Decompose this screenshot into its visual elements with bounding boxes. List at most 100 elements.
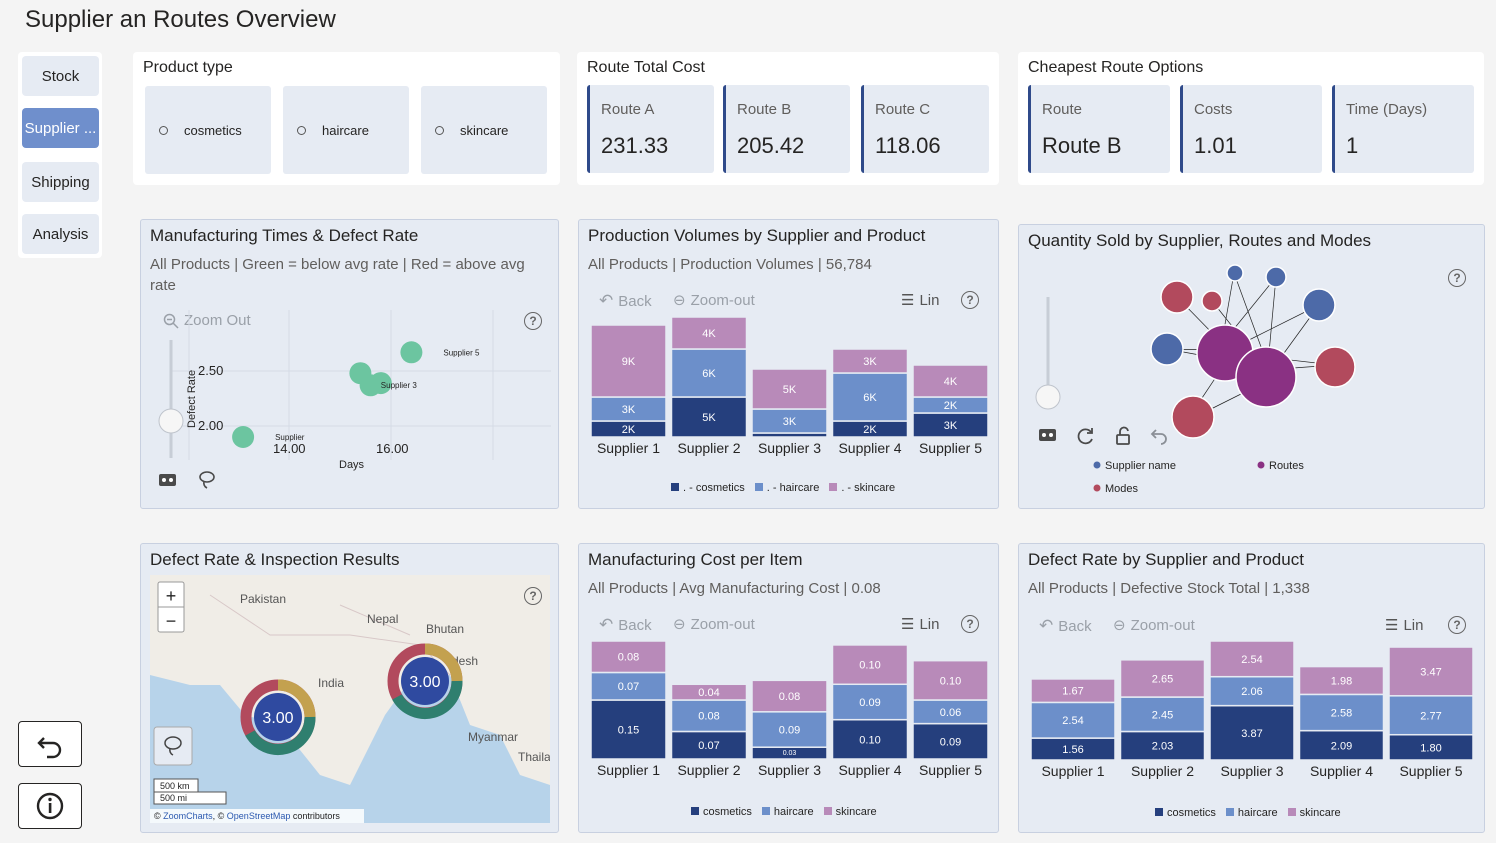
info-button[interactable] — [18, 783, 82, 829]
bar-segment[interactable] — [912, 659, 989, 701]
bar-segment[interactable] — [1119, 659, 1206, 698]
nav-stock[interactable]: Stock — [22, 56, 99, 96]
bar-segment[interactable] — [831, 718, 909, 760]
slider-handle[interactable] — [1035, 384, 1061, 410]
scatter-point[interactable] — [400, 341, 423, 364]
bar-segment[interactable] — [831, 372, 909, 422]
donut-marker[interactable]: 3.00 — [387, 643, 463, 719]
network-node[interactable] — [1201, 290, 1223, 312]
bar-segment[interactable] — [670, 348, 748, 398]
bar-segment[interactable] — [751, 711, 828, 748]
lasso-icon[interactable] — [199, 471, 215, 489]
nav-shipping[interactable]: Shipping — [22, 162, 99, 202]
bar-segment[interactable] — [670, 730, 748, 760]
bar-segment[interactable] — [670, 683, 748, 701]
network-node[interactable] — [1171, 395, 1215, 439]
zoom-out-button[interactable]: ⊖ Zoom-out — [1113, 616, 1195, 635]
help-icon[interactable]: ? — [1448, 269, 1466, 287]
bar-segment[interactable] — [751, 679, 828, 713]
reset-button[interactable] — [18, 721, 82, 767]
bar-segment[interactable] — [1298, 729, 1385, 761]
unlock-icon[interactable] — [1116, 426, 1130, 445]
lin-toggle[interactable]: ☰ Lin — [901, 291, 939, 310]
bar-segment[interactable] — [831, 683, 909, 721]
radio-icon[interactable] — [297, 125, 306, 135]
lin-toggle[interactable]: ☰ Lin — [1385, 616, 1423, 635]
zoom-out-button[interactable]: − — [166, 611, 177, 631]
kpi-label: Route — [1042, 101, 1083, 118]
bar-segment[interactable] — [1298, 693, 1385, 732]
lin-toggle[interactable]: ☰ Lin — [901, 615, 939, 634]
zoom-out-button[interactable]: ⊖ Zoom-out — [673, 615, 755, 634]
zoom-in-button[interactable]: + — [166, 586, 177, 606]
bar-segment[interactable] — [1388, 646, 1474, 697]
bar-segment[interactable] — [590, 699, 667, 760]
bar-segment[interactable] — [670, 396, 748, 438]
nav-supplier[interactable]: Supplier ... — [22, 108, 99, 148]
bar-segment[interactable] — [912, 364, 989, 398]
help-icon[interactable]: ? — [524, 312, 542, 330]
scale-mi: 500 mi — [160, 793, 187, 803]
bar-segment[interactable] — [670, 316, 748, 350]
bar-segment[interactable] — [1298, 665, 1385, 696]
bar-segment[interactable] — [590, 324, 667, 398]
bar-segment[interactable] — [1388, 733, 1474, 761]
zoom-out-button[interactable]: Zoom Out — [163, 312, 251, 329]
zoom-out-icon: ⊖ — [673, 292, 686, 309]
option-haircare[interactable]: haircare — [283, 86, 409, 174]
focus-mode-icon[interactable] — [159, 474, 176, 486]
nav-analysis[interactable]: Analysis — [22, 214, 99, 254]
help-icon[interactable]: ? — [524, 587, 542, 605]
back-button[interactable]: ↶ Back — [599, 291, 652, 311]
category-label: Supplier 2 — [677, 440, 740, 456]
bar-segment[interactable] — [1209, 704, 1295, 761]
back-icon[interactable] — [1150, 429, 1167, 445]
bar-segment[interactable] — [1119, 696, 1206, 733]
scatter-point[interactable] — [232, 426, 255, 448]
map-credit: © ZoomCharts, © OpenStreetMap contributo… — [154, 811, 340, 821]
network-node[interactable] — [1302, 288, 1336, 322]
zoom-out-button[interactable]: ⊖ Zoom-out — [673, 291, 755, 310]
help-icon[interactable]: ? — [961, 291, 979, 309]
bar-segment[interactable] — [912, 722, 989, 760]
network-node[interactable] — [1226, 264, 1244, 282]
bar-segment[interactable] — [590, 671, 667, 701]
slider-handle[interactable] — [158, 408, 184, 434]
legend-routes: Routes — [1269, 460, 1304, 472]
manufacturing-defect-scatter: Manufacturing Times & Defect Rate All Pr… — [140, 219, 559, 509]
option-skincare[interactable]: skincare — [421, 86, 547, 174]
network-node[interactable] — [1235, 346, 1297, 408]
radio-icon[interactable] — [435, 125, 444, 135]
bar-segment[interactable] — [1209, 640, 1295, 678]
bar-segment[interactable] — [590, 640, 667, 674]
data-label: 2.65 — [1152, 673, 1173, 685]
radio-icon[interactable] — [159, 125, 168, 135]
lasso-button[interactable] — [153, 726, 193, 766]
data-label: 9K — [622, 356, 636, 368]
bar-segment[interactable] — [831, 348, 909, 374]
bar-segment[interactable] — [1119, 730, 1206, 761]
network-node[interactable] — [1265, 266, 1287, 288]
bar-segment[interactable] — [1209, 675, 1295, 707]
help-icon[interactable]: ? — [1448, 616, 1466, 634]
help-icon[interactable]: ? — [961, 615, 979, 633]
data-label: 2K — [863, 424, 877, 436]
focus-mode-icon[interactable] — [1039, 429, 1056, 441]
scatter-point[interactable] — [369, 372, 392, 395]
donut-marker[interactable]: 3.00 — [240, 679, 316, 755]
bar-segment[interactable] — [751, 368, 828, 410]
network-node[interactable] — [1314, 346, 1356, 388]
refresh-icon[interactable] — [1077, 428, 1093, 445]
scale-km: 500 km — [160, 781, 190, 791]
back-button[interactable]: ↶ Back — [599, 615, 652, 635]
bar-segment[interactable] — [831, 644, 909, 686]
network-node[interactable] — [1160, 280, 1194, 314]
category-label: Supplier 1 — [597, 762, 660, 778]
data-label: 2K — [622, 424, 636, 436]
bar-segment[interactable] — [1030, 678, 1116, 704]
option-cosmetics[interactable]: cosmetics — [145, 86, 271, 174]
back-button[interactable]: ↶ Back — [1039, 616, 1092, 636]
network-node[interactable] — [1150, 332, 1184, 366]
bar-segment[interactable] — [1030, 701, 1116, 739]
map-canvas[interactable]: Pakistan Nepal Bhutan India desh Myanmar… — [150, 575, 550, 823]
